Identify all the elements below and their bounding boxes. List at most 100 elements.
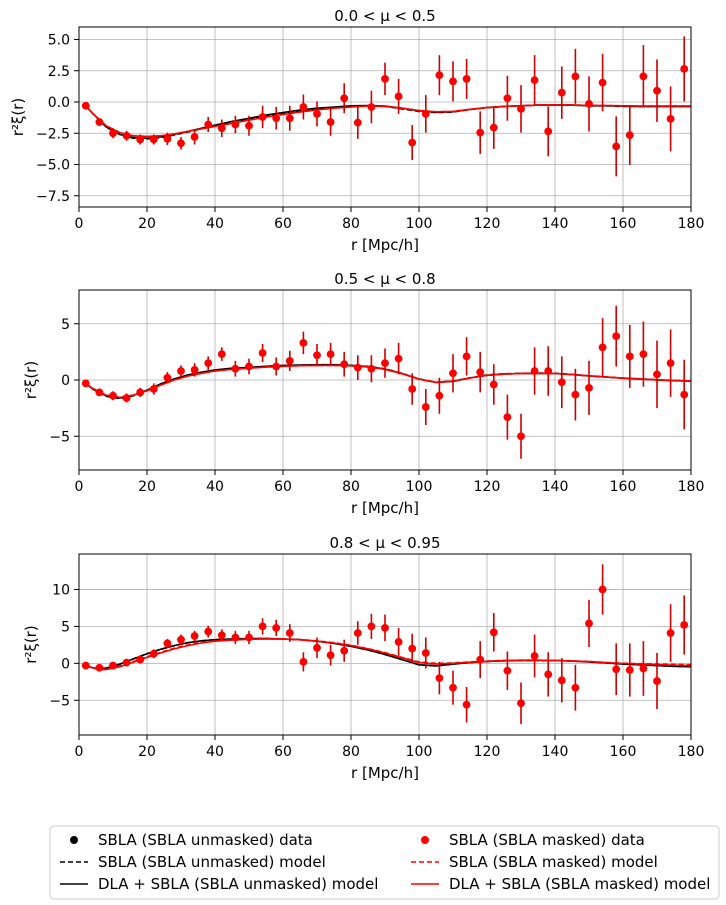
data-point-masked [462, 352, 471, 361]
y-axis-label: r²ξ(r) [22, 361, 40, 399]
data-point-masked [367, 364, 376, 373]
legend-item: SBLA (SBLA masked) data [421, 831, 645, 849]
data-point-masked [666, 629, 675, 637]
data-point-masked [394, 92, 403, 101]
data-point-masked [326, 651, 335, 660]
data-point-masked [571, 683, 580, 692]
data-point-masked [109, 661, 117, 670]
x-tick-label: 60 [274, 744, 292, 760]
data-point-masked [217, 631, 226, 640]
data-point-masked [245, 121, 253, 130]
data-point-masked [204, 120, 213, 129]
legend-item: DLA + SBLA (SBLA masked) model [411, 875, 710, 893]
y-tick-label: −5 [49, 429, 70, 445]
data-point-masked [95, 388, 104, 397]
data-point-masked [571, 390, 580, 399]
x-tick-label: 40 [206, 216, 224, 232]
y-tick-label: 5 [61, 619, 70, 635]
data-point-masked [435, 674, 444, 683]
data-point-masked [503, 94, 512, 103]
data-point-masked [557, 88, 566, 97]
x-tick-label: 20 [138, 216, 156, 232]
data-point-masked [81, 101, 90, 110]
data-point-masked [231, 364, 240, 373]
data-point-masked [476, 368, 485, 377]
axes-frame [78, 26, 692, 208]
data-point-masked [122, 658, 131, 667]
data-point-masked [95, 118, 104, 126]
data-point-masked [109, 391, 117, 400]
data-point-masked [190, 632, 199, 640]
legend-item: DLA + SBLA (SBLA unmasked) model [60, 875, 378, 893]
legend-marker [421, 836, 429, 844]
data-point-masked [299, 103, 308, 111]
data-point-masked [204, 627, 213, 636]
data-point-masked [272, 362, 281, 371]
data-point-masked [680, 621, 689, 629]
y-tick-label: −2.5 [36, 126, 70, 142]
data-point-masked [313, 351, 321, 360]
x-tick-label: 0 [75, 744, 84, 760]
data-point-masked [177, 367, 185, 375]
data-point-masked [489, 123, 498, 132]
data-point-masked [680, 64, 689, 73]
x-tick-label: 160 [610, 216, 637, 232]
x-tick-label: 80 [342, 216, 360, 232]
legend-label: DLA + SBLA (SBLA masked) model [449, 875, 710, 893]
data-point-masked [394, 354, 403, 363]
y-axis-label: r²ξ(r) [9, 98, 27, 136]
data-point-masked [190, 133, 199, 141]
x-tick-label: 0 [75, 479, 84, 495]
data-point-masked [258, 349, 267, 357]
data-point-masked [326, 118, 335, 126]
legend-item: SBLA (SBLA unmasked) model [60, 853, 326, 871]
x-axis-label: r [Mpc/h] [351, 764, 419, 782]
x-tick-label: 120 [474, 479, 501, 495]
x-tick-label: 180 [678, 479, 705, 495]
data-point-masked [625, 666, 634, 674]
data-point-masked [217, 124, 226, 133]
x-tick-label: 100 [406, 216, 433, 232]
data-point-masked [585, 619, 593, 628]
data-point-masked [217, 350, 226, 359]
data-point-masked [612, 332, 621, 341]
data-point-masked [299, 657, 308, 666]
data-point-masked [462, 700, 471, 709]
data-point-masked [285, 629, 294, 637]
x-tick-label: 20 [138, 744, 156, 760]
data-point-masked [598, 343, 607, 352]
x-tick-label: 140 [542, 216, 569, 232]
data-point-masked [408, 385, 417, 393]
y-tick-label: 10 [52, 582, 70, 598]
x-tick-label: 0 [75, 216, 84, 232]
data-point-masked [190, 365, 199, 374]
data-point-masked [503, 413, 512, 422]
data-point-masked [204, 359, 213, 368]
x-axis-label: r [Mpc/h] [351, 236, 419, 254]
data-point-masked [285, 114, 294, 123]
data-point-masked [544, 127, 553, 136]
y-tick-label: −7.5 [36, 189, 70, 205]
data-point-masked [313, 109, 321, 118]
x-tick-label: 120 [474, 744, 501, 760]
data-point-masked [680, 390, 689, 399]
data-point-masked [149, 385, 158, 393]
x-tick-label: 120 [474, 216, 501, 232]
data-point-masked [367, 622, 376, 631]
data-point-masked [109, 129, 117, 138]
legend-label: SBLA (SBLA unmasked) data [98, 831, 313, 849]
legend-frame [49, 825, 720, 900]
data-point-masked [639, 72, 648, 81]
y-tick-label: −5.0 [36, 158, 70, 174]
data-point-masked [177, 139, 185, 148]
data-point-masked [544, 367, 553, 375]
data-point-masked [449, 77, 457, 86]
x-tick-label: 20 [138, 479, 156, 495]
data-point-masked [653, 677, 661, 685]
data-point-masked [421, 109, 430, 118]
data-point-masked [340, 646, 349, 655]
data-point-masked [421, 649, 430, 657]
legend-item: SBLA (SBLA unmasked) data [70, 831, 313, 849]
data-point-masked [435, 391, 444, 400]
